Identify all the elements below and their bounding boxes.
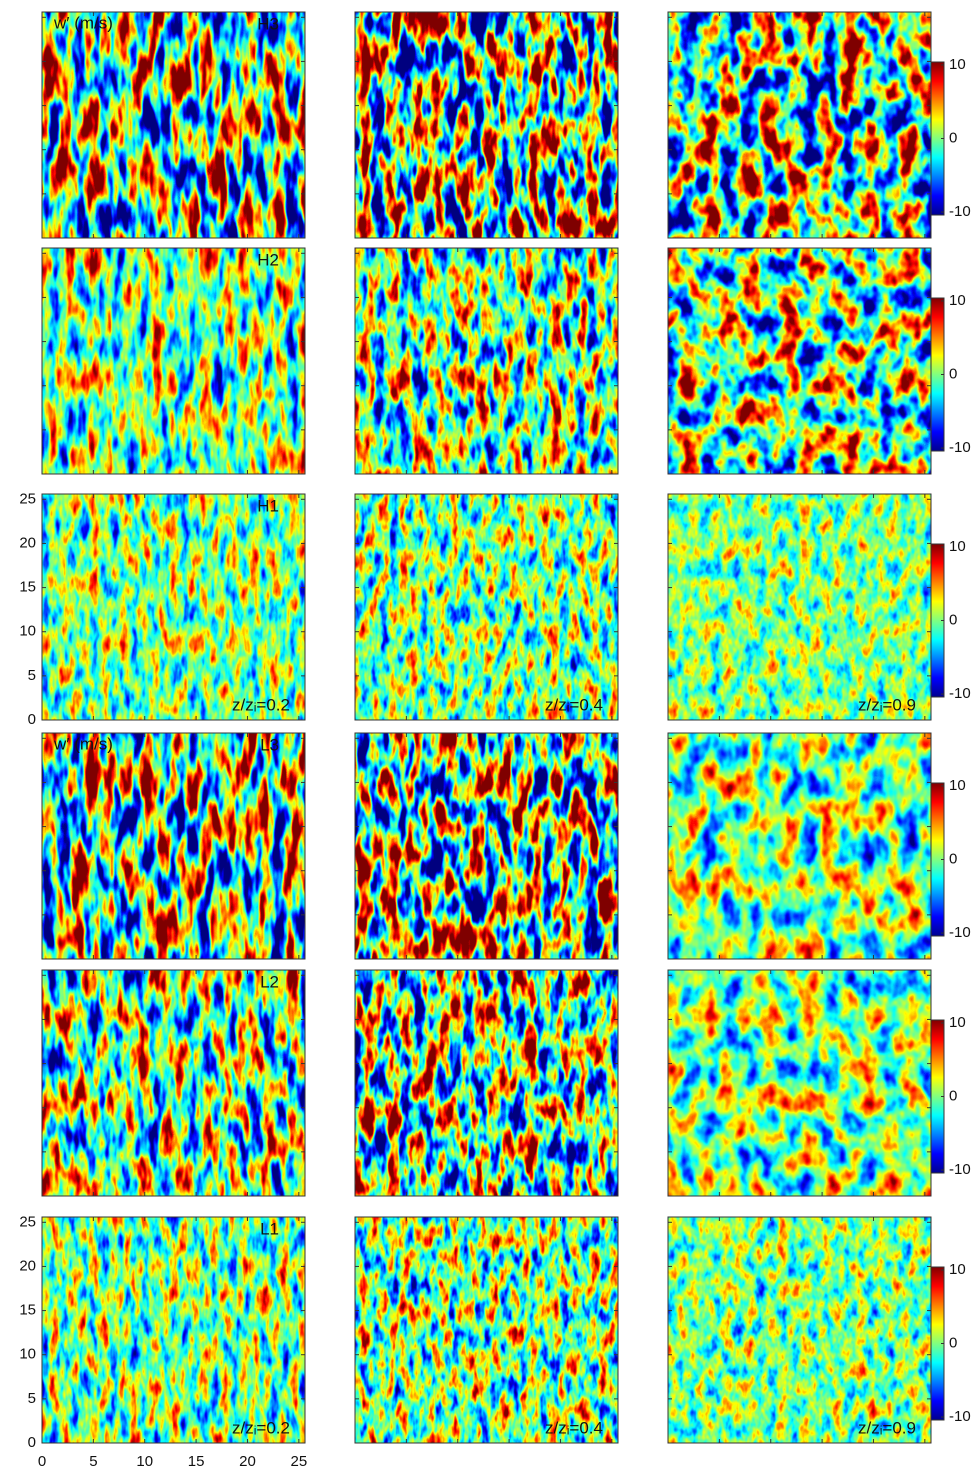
axes-box xyxy=(41,732,306,960)
panel: z/zᵢ=0.4 xyxy=(354,493,619,721)
y-tick-label: 5 xyxy=(28,667,36,684)
y-tick-label: 20 xyxy=(19,1257,36,1274)
axes-box xyxy=(41,969,306,1197)
colorbar-tick-label: -10 xyxy=(949,924,971,941)
panel-title: w′ (m/s) xyxy=(53,13,113,32)
field-image xyxy=(355,248,618,474)
x-tick-label: 10 xyxy=(136,1453,153,1470)
case-label: H1 xyxy=(257,496,279,515)
axes-box xyxy=(354,1216,619,1444)
case-label: L3 xyxy=(260,735,279,754)
axes-box xyxy=(354,493,619,721)
panel xyxy=(354,969,619,1197)
height-label: z/zᵢ=0.9 xyxy=(858,695,916,714)
colorbar-tick-label: 10 xyxy=(949,292,966,309)
panel: 0 5 10 15 20 25 0 5 10 15 20 25 L1 z/zᵢ=0.2 xyxy=(19,1213,307,1470)
field-image xyxy=(42,494,305,720)
panel: 0 5 10 15 20 25 H1 z/zᵢ=0.2 xyxy=(19,490,306,728)
y-tick-label: 5 xyxy=(28,1390,36,1407)
colorbar-tick-label: -10 xyxy=(949,203,971,220)
panel: z/zᵢ=0.4 xyxy=(354,1216,619,1444)
axes-box xyxy=(41,247,306,475)
panel: -10 0 10 xyxy=(667,732,971,960)
colorbar-tick-label: 0 xyxy=(949,1087,957,1104)
x-tick-label: 5 xyxy=(89,1453,97,1470)
field-image xyxy=(355,494,618,720)
case-label: H3 xyxy=(257,14,279,33)
y-tick-label: 25 xyxy=(19,1213,36,1230)
field-image xyxy=(668,970,931,1196)
height-label: z/zᵢ=0.4 xyxy=(545,695,603,714)
field-image xyxy=(355,733,618,959)
axes-box xyxy=(354,11,619,239)
panel: w′ (m/s) L3 xyxy=(41,732,306,960)
panel: -10 0 10 xyxy=(667,969,971,1197)
panel: z/zᵢ=0.9 -10 0 10 xyxy=(667,493,971,721)
y-tick-label: 25 xyxy=(19,490,36,507)
colorbar-tick-label: 0 xyxy=(949,850,957,867)
colorbar-tick-label: -10 xyxy=(949,1161,971,1178)
y-tick-label: 10 xyxy=(19,623,36,640)
panel: L2 xyxy=(41,969,306,1197)
case-label: L1 xyxy=(260,1219,279,1238)
axes-box xyxy=(354,969,619,1197)
field-image xyxy=(668,12,931,238)
panel xyxy=(354,247,619,475)
panel-title: w′ (m/s) xyxy=(53,734,113,753)
panel: -10 0 10 xyxy=(667,11,971,239)
axes-box xyxy=(354,732,619,960)
axes-box xyxy=(41,493,306,721)
field-image xyxy=(42,733,305,959)
height-label: z/zᵢ=0.9 xyxy=(858,1418,916,1437)
panel: -10 0 10 xyxy=(667,247,971,475)
height-label: z/zᵢ=0.2 xyxy=(232,1418,290,1437)
colorbar-tick-label: 10 xyxy=(949,777,966,794)
y-tick-label: 0 xyxy=(28,1434,36,1451)
panel: w′ (m/s) H3 xyxy=(41,11,306,239)
colorbar-tick-label: 0 xyxy=(949,1334,957,1351)
height-label: z/zᵢ=0.2 xyxy=(232,695,290,714)
x-tick-label: 0 xyxy=(38,1453,46,1470)
colorbar-tick-label: 0 xyxy=(949,365,957,382)
axes-box xyxy=(41,1216,306,1444)
x-tick-label: 20 xyxy=(239,1453,256,1470)
colorbar-tick-label: -10 xyxy=(949,1408,971,1425)
field-image xyxy=(42,12,305,238)
y-tick-label: 0 xyxy=(28,711,36,728)
field-image xyxy=(42,248,305,474)
x-tick-label: 15 xyxy=(188,1453,205,1470)
field-image xyxy=(42,970,305,1196)
colorbar-tick-label: 10 xyxy=(949,56,966,73)
height-label: z/zᵢ=0.4 xyxy=(545,1418,603,1437)
y-tick-label: 10 xyxy=(19,1346,36,1363)
field-image xyxy=(668,1217,931,1443)
field-image xyxy=(355,12,618,238)
field-image xyxy=(355,1217,618,1443)
panel xyxy=(354,11,619,239)
axes-box xyxy=(354,247,619,475)
field-image xyxy=(42,1217,305,1443)
case-label: H2 xyxy=(257,250,279,269)
field-image xyxy=(668,248,931,474)
y-tick-label: 15 xyxy=(19,1302,36,1319)
field-image xyxy=(668,733,931,959)
panel: H2 xyxy=(41,247,306,475)
colorbar-tick-label: 0 xyxy=(949,611,957,628)
panel xyxy=(354,732,619,960)
colorbar-tick-label: -10 xyxy=(949,439,971,456)
field-image xyxy=(355,970,618,1196)
colorbar-tick-label: 10 xyxy=(949,1261,966,1278)
axes-box xyxy=(41,11,306,239)
colorbar-tick-label: 10 xyxy=(949,538,966,555)
y-tick-label: 20 xyxy=(19,534,36,551)
y-tick-label: 15 xyxy=(19,579,36,596)
colorbar-tick-label: -10 xyxy=(949,685,971,702)
case-label: L2 xyxy=(260,972,279,991)
field-image xyxy=(668,494,931,720)
colorbar-tick-label: 0 xyxy=(949,129,957,146)
x-tick-label: 25 xyxy=(290,1453,307,1470)
colorbar-tick-label: 10 xyxy=(949,1014,966,1031)
panel: z/zᵢ=0.9 -10 0 10 xyxy=(667,1216,971,1444)
